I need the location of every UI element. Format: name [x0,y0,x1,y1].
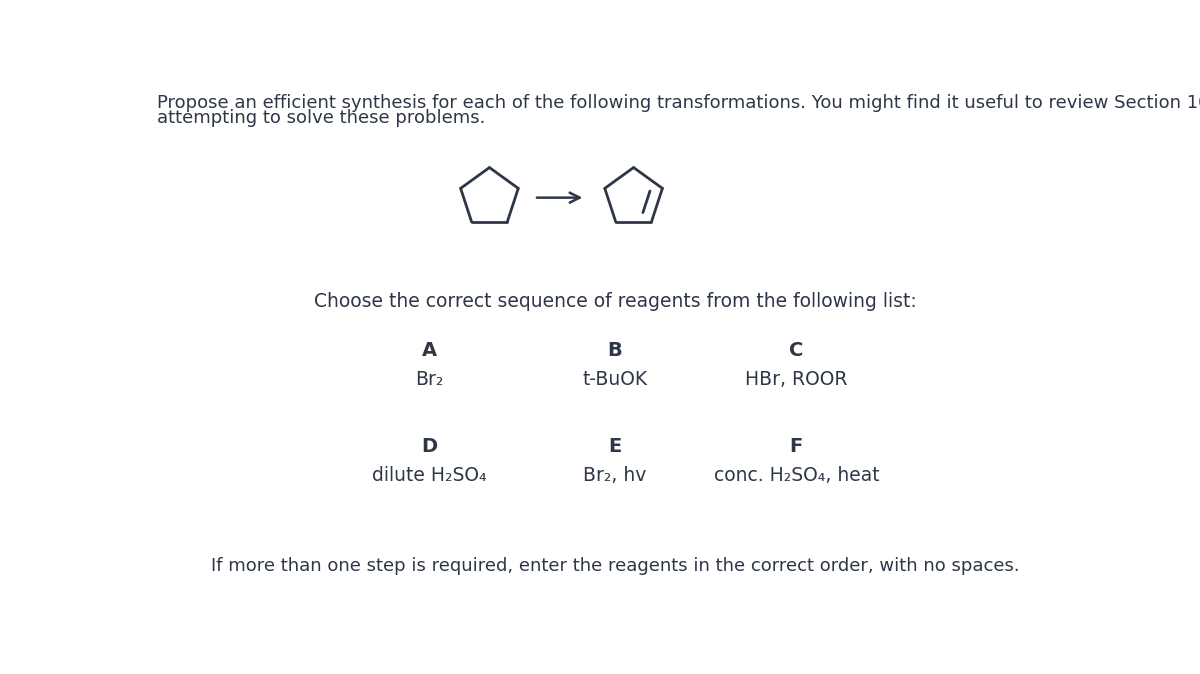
Text: C: C [790,341,804,360]
Text: Br₂, hv: Br₂, hv [583,466,647,485]
Text: attempting to solve these problems.: attempting to solve these problems. [157,109,486,127]
Text: dilute H₂SO₄: dilute H₂SO₄ [372,466,486,485]
Text: Propose an efficient synthesis for each of the following transformations. You mi: Propose an efficient synthesis for each … [157,94,1200,112]
Text: HBr, ROOR: HBr, ROOR [745,370,847,389]
Text: F: F [790,437,803,456]
Text: B: B [607,341,623,360]
Text: Br₂: Br₂ [415,370,443,389]
Text: D: D [421,437,437,456]
Text: t-BuOK: t-BuOK [582,370,648,389]
Text: Choose the correct sequence of reagents from the following list:: Choose the correct sequence of reagents … [313,292,917,311]
Text: conc. H₂SO₄, heat: conc. H₂SO₄, heat [714,466,880,485]
Text: E: E [608,437,622,456]
Text: If more than one step is required, enter the reagents in the correct order, with: If more than one step is required, enter… [211,557,1019,575]
Text: A: A [421,341,437,360]
